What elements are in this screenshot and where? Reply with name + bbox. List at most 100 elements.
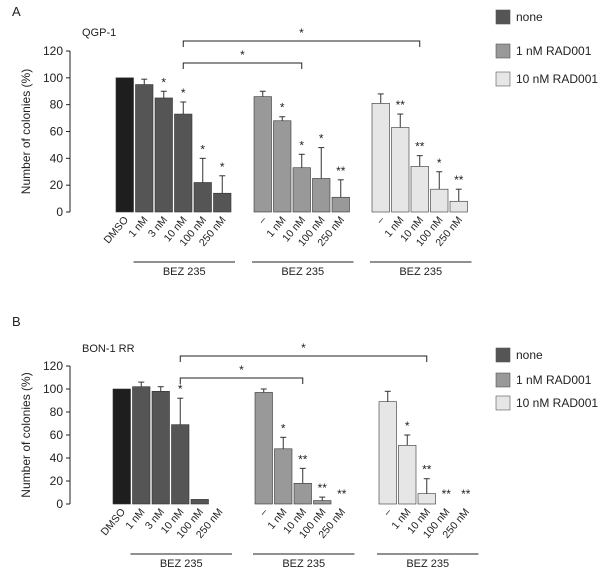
- legend-swatch: [495, 372, 511, 388]
- significance-mark: *: [161, 75, 166, 89]
- y-tick-label: 0: [56, 497, 63, 511]
- y-axis-label: Number of colonies (%): [19, 372, 33, 497]
- cell-line-label: QGP-1: [82, 27, 116, 39]
- y-tick-label: 80: [50, 405, 64, 419]
- x-tick-label: –: [381, 506, 394, 518]
- significance-mark: *: [178, 382, 183, 396]
- bar: [313, 500, 332, 505]
- significance-mark: *: [405, 419, 410, 433]
- bar: [154, 97, 173, 213]
- legend-label: none: [516, 348, 543, 362]
- bar: [132, 386, 151, 505]
- x-tick-label: 1 nM: [126, 214, 150, 240]
- x-tick-label: –: [257, 506, 270, 518]
- bar: [253, 96, 272, 213]
- significance-mark: **: [298, 452, 308, 466]
- y-tick-label: 20: [50, 178, 64, 192]
- bar: [254, 392, 273, 505]
- legend-label: none: [516, 10, 543, 24]
- significance-mark: **: [337, 487, 347, 501]
- legend-swatch: [495, 347, 511, 363]
- legend-label: 1 nM RAD001: [516, 373, 592, 387]
- y-tick-label: 40: [50, 451, 64, 465]
- group-label: BEZ 235: [160, 558, 203, 570]
- significance-mark: **: [442, 487, 452, 501]
- x-tick-label: 1 nM: [123, 506, 147, 532]
- bracket-significance-mark: *: [299, 26, 304, 40]
- bar: [430, 188, 449, 213]
- legend-swatch: [495, 43, 511, 59]
- panel-letter: B: [12, 314, 21, 329]
- significance-mark: *: [220, 160, 225, 174]
- bar: [378, 401, 397, 505]
- legend-swatch: [495, 395, 511, 411]
- significance-mark: *: [437, 156, 442, 170]
- bar: [190, 499, 209, 505]
- bar: [292, 167, 311, 213]
- group-label: BEZ 235: [399, 266, 442, 278]
- significance-mark: **: [415, 140, 425, 154]
- significance-bracket: [182, 40, 421, 47]
- x-tick-label: –: [256, 214, 269, 226]
- significance-mark: *: [281, 421, 286, 435]
- y-tick-label: 100: [43, 71, 63, 85]
- significance-mark: *: [181, 86, 186, 100]
- y-tick-label: 120: [43, 359, 63, 373]
- bar: [391, 127, 410, 213]
- significance-mark: **: [461, 487, 471, 501]
- y-tick-label: 0: [56, 205, 63, 219]
- bar: [371, 103, 390, 213]
- y-tick-label: 120: [43, 44, 63, 58]
- bar: [171, 424, 190, 505]
- significance-mark: **: [454, 173, 464, 187]
- bar: [398, 445, 417, 505]
- bar: [135, 84, 154, 213]
- y-tick-label: 60: [50, 428, 64, 442]
- bar: [112, 388, 131, 505]
- bar: [293, 482, 312, 505]
- y-axis-label: Number of colonies (%): [19, 69, 33, 194]
- significance-mark: **: [422, 463, 432, 477]
- significance-bracket: [182, 62, 303, 69]
- bar: [449, 200, 468, 213]
- bar: [151, 390, 170, 505]
- significance-bracket: [179, 355, 428, 362]
- significance-mark: **: [318, 481, 328, 495]
- bar: [115, 77, 134, 213]
- x-tick-label: –: [374, 214, 387, 226]
- bracket-significance-mark: *: [301, 341, 306, 355]
- y-tick-label: 20: [50, 474, 64, 488]
- bar: [274, 448, 293, 505]
- legend-label: 10 nM RAD001: [516, 396, 598, 410]
- group-label: BEZ 235: [282, 558, 325, 570]
- significance-mark: *: [200, 142, 205, 156]
- x-tick-label: DMSO: [99, 506, 128, 538]
- y-tick-label: 100: [43, 382, 63, 396]
- legend-swatch: [495, 71, 511, 87]
- bar: [193, 182, 212, 213]
- y-tick-label: 80: [50, 98, 64, 112]
- group-label: BEZ 235: [281, 266, 324, 278]
- y-tick-label: 60: [50, 125, 64, 139]
- y-tick-label: 40: [50, 151, 64, 165]
- legend-label: 1 nM RAD001: [516, 44, 592, 58]
- x-tick-label: DMSO: [102, 214, 131, 246]
- bar: [174, 113, 193, 213]
- group-label: BEZ 235: [163, 266, 206, 278]
- bracket-significance-mark: *: [240, 48, 245, 62]
- bar: [273, 120, 292, 213]
- significance-bracket: [179, 377, 304, 384]
- significance-mark: **: [396, 98, 406, 112]
- cell-line-label: BON-1 RR: [82, 343, 135, 355]
- bracket-significance-mark: *: [239, 363, 244, 377]
- significance-mark: **: [336, 164, 346, 178]
- panel-b: B BON-1 RR 0 20 40 60 80 100 120 Number of coloni…: [12, 314, 598, 570]
- bar: [417, 493, 436, 505]
- bar: [312, 178, 331, 213]
- panel-letter: A: [12, 4, 21, 19]
- significance-mark: *: [299, 138, 304, 152]
- group-label: BEZ 235: [406, 558, 449, 570]
- bar: [213, 192, 232, 213]
- bar: [410, 166, 429, 213]
- significance-mark: *: [280, 101, 285, 115]
